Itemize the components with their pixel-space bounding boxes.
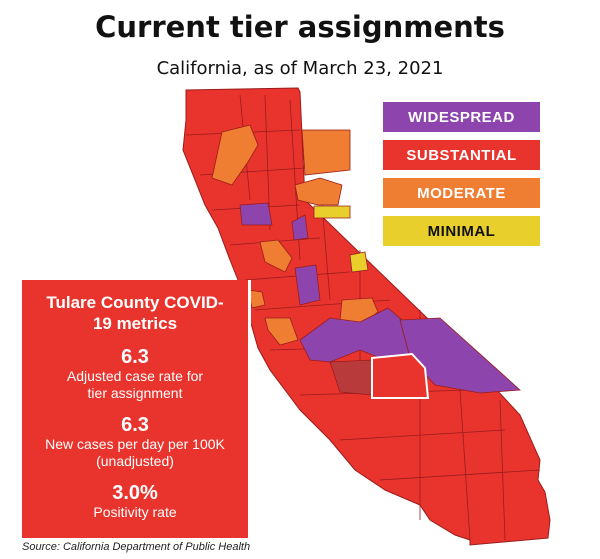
- map-subtitle: California, as of March 23, 2021: [156, 58, 444, 79]
- map-title: Current tier assignments: [95, 10, 505, 44]
- metric-positivity: 3.0% Positivity rate: [22, 482, 248, 521]
- county-tulare: [371, 352, 430, 399]
- legend-moderate: MODERATE: [383, 178, 540, 208]
- county-alpine: [349, 251, 369, 273]
- metric-value: 6.3: [121, 414, 149, 436]
- legend-minimal: MINIMAL: [383, 216, 540, 246]
- metric-value: 6.3: [121, 346, 149, 368]
- county-stanislaus: [294, 264, 321, 306]
- tier-legend: WIDESPREAD SUBSTANTIAL MODERATE MINIMAL: [383, 102, 540, 254]
- county-trinity: [211, 124, 259, 186]
- county-glenn: [239, 202, 273, 226]
- metric-value: 3.0%: [112, 482, 158, 504]
- tulare-metrics-panel: Tulare County COVID-19 metrics 6.3 Adjus…: [22, 280, 251, 541]
- metric-new-cases: 6.3 New cases per day per 100K (unadjust…: [22, 414, 248, 470]
- metric-label: New cases per day per 100K (unadjusted): [45, 436, 225, 469]
- county-sierra: [313, 205, 351, 219]
- panel-title: Tulare County COVID-19 metrics: [46, 293, 224, 333]
- county-lassen: [301, 129, 351, 176]
- tulare-county-highlight: [329, 352, 430, 399]
- legend-substantial: SUBSTANTIAL: [383, 140, 540, 170]
- county-plumas: [294, 177, 343, 206]
- source-note: Source: California Department of Public …: [22, 541, 251, 553]
- county-yuba-area: [291, 214, 309, 241]
- minimal-counties: [313, 205, 369, 273]
- county-santa-clara: [264, 317, 299, 346]
- metric-case-rate: 6.3 Adjusted case rate for tier assignme…: [22, 346, 248, 402]
- metric-label: Positivity rate: [93, 504, 177, 520]
- county-solano-area: [259, 239, 293, 273]
- metric-label: Adjusted case rate for tier assignment: [66, 368, 204, 401]
- legend-widespread: WIDESPREAD: [383, 102, 540, 132]
